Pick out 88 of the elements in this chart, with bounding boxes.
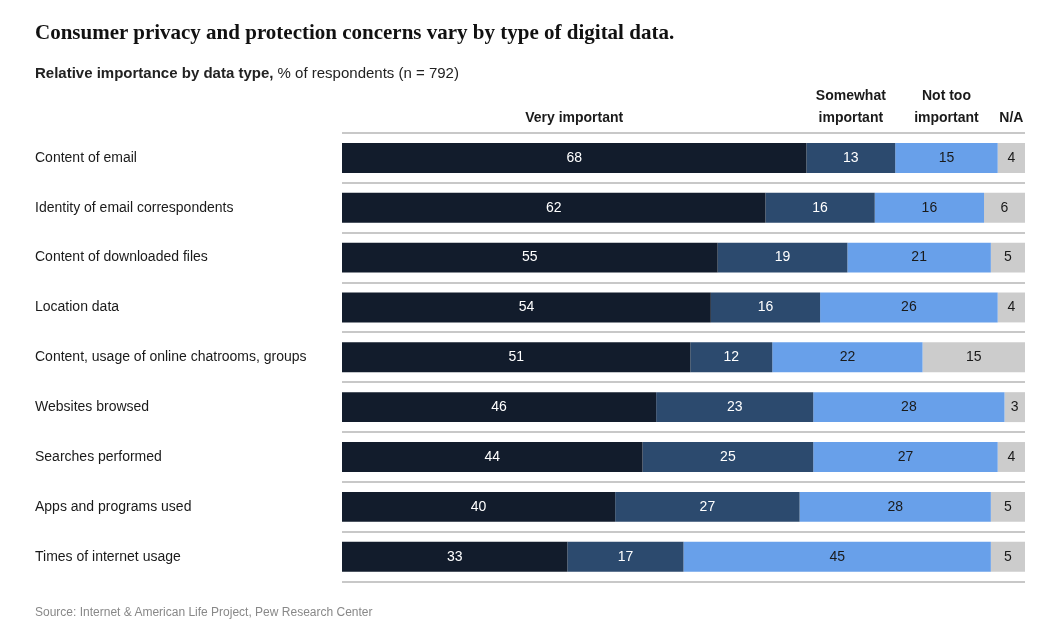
data-label: 15 xyxy=(938,148,955,165)
bar xyxy=(813,392,1005,423)
bar xyxy=(342,242,718,273)
bar xyxy=(342,292,711,323)
data-label: 55 xyxy=(522,248,538,265)
y-tick-label: Content, usage of online chatrooms, groups xyxy=(35,348,307,365)
bar xyxy=(772,342,923,373)
data-label: 51 xyxy=(508,348,525,365)
bar xyxy=(765,192,875,223)
data-label: 16 xyxy=(921,198,938,215)
chart-subtitle: Relative importance by data type, % of respondents (n = 792) xyxy=(35,64,459,81)
data-label: 28 xyxy=(887,497,904,514)
y-tick-label: Content of email xyxy=(35,148,137,165)
y-tick-label: Identity of email correspondents xyxy=(35,198,234,215)
data-label: 16 xyxy=(812,198,829,215)
data-label: 46 xyxy=(491,398,508,414)
data-label: 62 xyxy=(545,198,562,215)
bar xyxy=(642,442,814,472)
bar xyxy=(342,541,568,572)
data-label: 68 xyxy=(566,148,583,165)
series-label: Somewhat important xyxy=(815,87,887,125)
bar xyxy=(806,142,896,173)
bar xyxy=(690,342,773,373)
bar xyxy=(717,242,848,273)
series-label: N/A xyxy=(999,109,1024,125)
y-tick-label: Times of internet usage xyxy=(35,547,181,564)
data-label: 44 xyxy=(484,447,501,464)
bar xyxy=(710,292,821,323)
bar xyxy=(874,192,985,223)
data-label: 23 xyxy=(726,398,743,414)
y-tick-label: Apps and programs used xyxy=(35,497,192,514)
bar xyxy=(895,142,998,173)
bar xyxy=(615,491,800,522)
data-label: 45 xyxy=(829,547,846,564)
data-label: 19 xyxy=(774,248,791,265)
data-label: 5 xyxy=(1004,248,1013,265)
data-label: 27 xyxy=(897,447,914,464)
data-label: 15 xyxy=(965,348,982,365)
bar xyxy=(567,541,684,572)
bar xyxy=(683,541,991,572)
bar xyxy=(990,242,1025,273)
data-label: 54 xyxy=(518,298,535,315)
data-label: 5 xyxy=(1004,547,1013,564)
data-label: 3 xyxy=(1010,398,1019,414)
bar xyxy=(990,491,1025,522)
data-label: 17 xyxy=(617,547,634,564)
source-note: Source: Internet & American Life Project, Pew Research Center xyxy=(35,605,373,619)
y-tick-label: Websites browsed xyxy=(35,398,150,414)
bar xyxy=(799,491,991,522)
bar xyxy=(342,491,616,522)
data-label: 21 xyxy=(911,248,928,265)
data-label: 25 xyxy=(720,447,736,464)
bar xyxy=(820,292,998,323)
data-label: 5 xyxy=(1004,497,1013,514)
data-label: 4 xyxy=(1007,447,1016,464)
bar xyxy=(342,442,643,472)
data-label: 22 xyxy=(839,348,856,365)
bar xyxy=(990,541,1025,572)
bar xyxy=(342,192,766,223)
bar xyxy=(342,142,807,173)
bar xyxy=(997,292,1025,323)
data-label: 26 xyxy=(901,298,917,315)
bar xyxy=(922,342,1025,373)
series-label: Not too important xyxy=(914,87,980,125)
bar xyxy=(656,392,814,423)
bar xyxy=(1004,392,1025,423)
bar xyxy=(847,242,991,273)
y-tick-label: Searches performed xyxy=(35,447,162,464)
bar xyxy=(997,142,1025,173)
bar xyxy=(342,342,691,373)
data-label: 28 xyxy=(901,398,917,414)
data-label: 27 xyxy=(699,497,716,514)
data-label: 40 xyxy=(470,497,487,514)
series-label: Very important xyxy=(525,109,624,125)
y-tick-label: Content of downloaded files xyxy=(35,248,208,265)
data-label: 12 xyxy=(723,348,740,365)
bar xyxy=(997,442,1025,472)
y-tick-label: Location data xyxy=(35,298,120,315)
data-label: 4 xyxy=(1007,298,1016,315)
data-label: 33 xyxy=(446,547,463,564)
bar xyxy=(813,442,998,472)
data-label: 4 xyxy=(1007,148,1016,165)
chart-title: Consumer privacy and protection concerns vary by type of digital data. xyxy=(35,20,675,45)
data-label: 13 xyxy=(843,148,859,165)
data-label: 6 xyxy=(1000,198,1009,215)
data-label: 16 xyxy=(757,298,774,315)
bar xyxy=(342,392,657,423)
bar xyxy=(984,192,1025,223)
